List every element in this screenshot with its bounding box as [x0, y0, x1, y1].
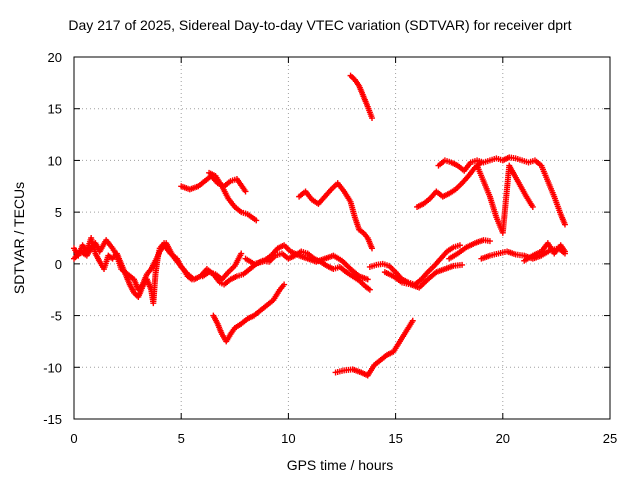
- data-point: [561, 221, 568, 228]
- data-point: [366, 286, 373, 293]
- data-point: [456, 242, 463, 249]
- y-tick-label: 0: [55, 257, 62, 272]
- data-point: [253, 217, 260, 224]
- x-tick-label: 15: [388, 431, 402, 446]
- data-point: [409, 317, 416, 324]
- plot-frame: [73, 56, 611, 420]
- data-point: [238, 250, 245, 257]
- y-tick-label: -10: [43, 360, 62, 375]
- data-point: [529, 203, 536, 210]
- x-tick-label: 25: [603, 431, 617, 446]
- data-markers: [71, 72, 568, 379]
- y-tick-label: -15: [43, 412, 62, 427]
- data-point: [281, 281, 288, 288]
- data-point: [242, 188, 249, 195]
- data-point: [364, 276, 371, 283]
- x-tick-label: 10: [281, 431, 295, 446]
- data-point: [369, 115, 376, 122]
- y-tick-label: 10: [48, 153, 62, 168]
- y-axis-label: SDTVAR / TECUs: [11, 181, 27, 295]
- data-point: [486, 238, 493, 245]
- y-tick-label: 15: [48, 102, 62, 117]
- data-point: [188, 276, 195, 283]
- data-point: [459, 261, 466, 268]
- x-tick-label: 5: [178, 431, 185, 446]
- x-tick-label: 20: [496, 431, 510, 446]
- y-tick-label: -5: [50, 309, 62, 324]
- y-tick-label: 20: [48, 50, 62, 65]
- y-tick-label: 5: [55, 205, 62, 220]
- chart-title: Day 217 of 2025, Sidereal Day-to-day VTE…: [68, 17, 572, 33]
- x-axis-label: GPS time / hours: [286, 457, 394, 473]
- data-point: [561, 248, 568, 255]
- data-point: [369, 245, 376, 252]
- x-tick-label: 0: [70, 431, 77, 446]
